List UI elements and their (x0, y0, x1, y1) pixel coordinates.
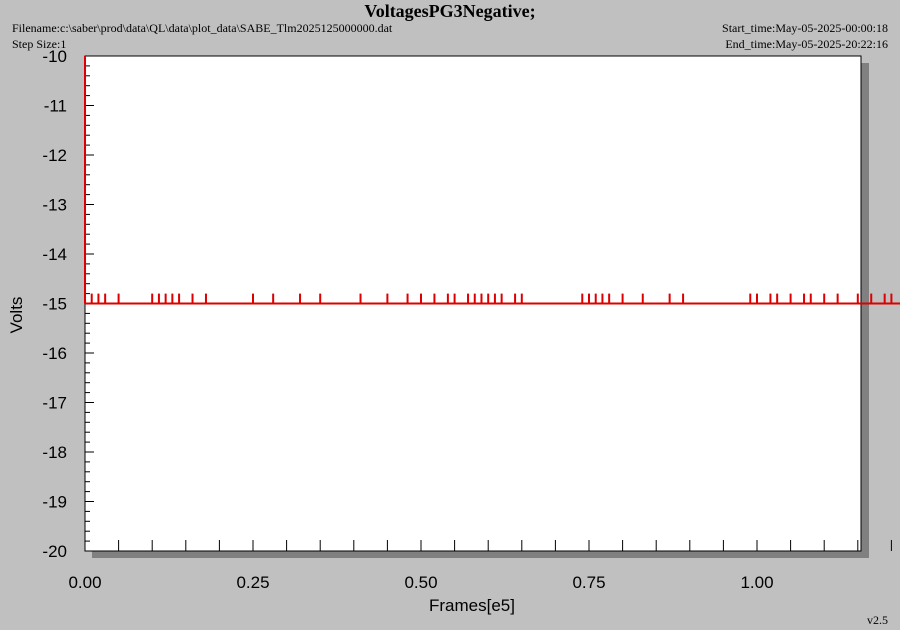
x-tick-label: 0.75 (572, 573, 605, 592)
chart-title: VoltagesPG3Negative; (364, 1, 536, 21)
end-time-label: End_time:May-05-2025-20:22:16 (725, 37, 888, 51)
version-label: v2.5 (867, 613, 888, 627)
filename-label: Filename:c:\saber\prod\data\QL\data\plot… (12, 21, 393, 35)
y-tick-label: -15 (42, 295, 67, 314)
x-tick-label: 0.00 (68, 573, 101, 592)
start-time-label: Start_time:May-05-2025-00:00:18 (722, 21, 888, 35)
y-tick-label: -18 (42, 443, 67, 462)
y-tick-label: -14 (42, 245, 67, 264)
x-tick-label: 1.00 (740, 573, 773, 592)
y-tick-label: -13 (42, 196, 67, 215)
series-layer (84, 56, 900, 305)
ticks-layer (84, 55, 892, 552)
y-tick-label: -16 (42, 344, 67, 363)
step-size-label: Step Size:1 (12, 37, 67, 51)
y-tick-label: -10 (42, 47, 67, 66)
x-axis-title: Frames[e5] (429, 596, 515, 615)
labels-layer: -10 -11 -12 -13 -14 -15 -16 -17 -18 -19 -200.00 0.2… (42, 47, 773, 592)
x-tick-label: 0.50 (404, 573, 437, 592)
y-tick-label: -19 (42, 493, 67, 512)
y-tick-label: -12 (42, 146, 67, 165)
y-tick-label: -11 (44, 97, 67, 116)
x-tick-label: 0.25 (236, 573, 269, 592)
y-axis-title: Volts (7, 297, 26, 334)
y-tick-label: -20 (42, 542, 67, 561)
y-tick-label: -17 (42, 394, 67, 413)
